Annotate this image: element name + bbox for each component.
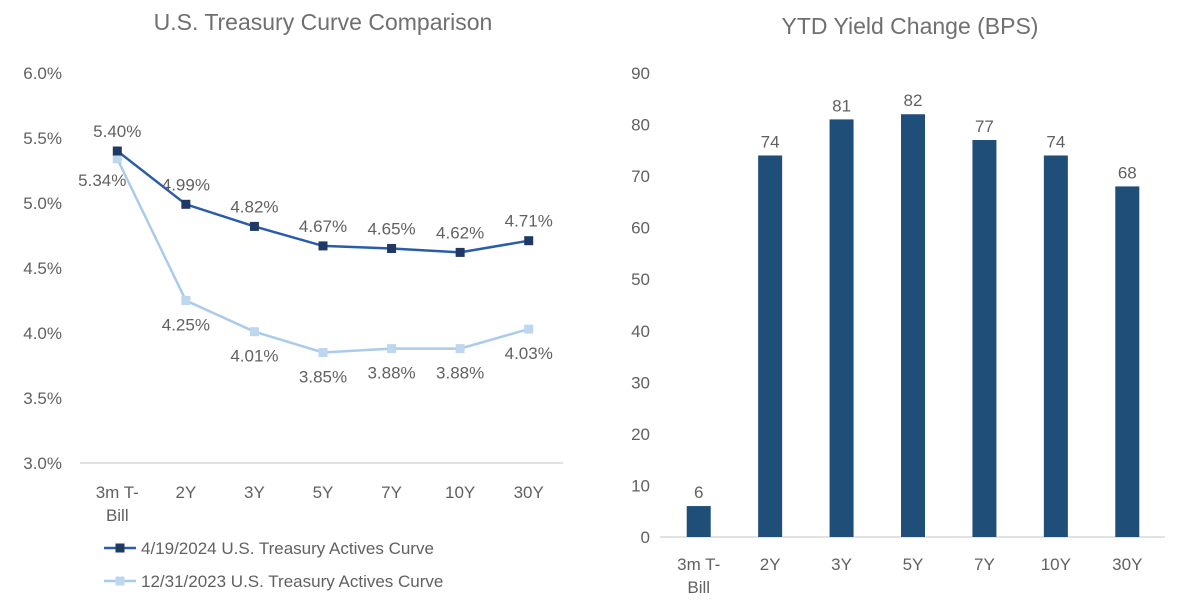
bar-value-label: 81 [832,96,851,115]
data-point-label: 4.67% [299,217,347,236]
legend-label: 12/31/2023 U.S. Treasury Actives Curve [141,572,443,591]
legend: 4/19/2024 U.S. Treasury Actives Curve 12/… [104,539,443,591]
y-tick-label: 3.5% [23,389,62,408]
x-category-label: 3Y [244,483,265,502]
data-point-label: 4.03% [505,344,553,363]
data-point-label: 4.65% [367,220,415,239]
legend-square-marker [115,543,125,553]
x-category-label: 3m T- [96,483,139,502]
series-marker [181,199,191,209]
series-marker [249,327,259,337]
y-tick-label: 20 [631,425,650,444]
y-tick-label: 30 [631,373,650,392]
series-marker [455,247,465,257]
data-point-label: 4.25% [162,316,210,335]
ytd-yield-change-plot-area: 0 10 20 30 40 50 60 70 80 90 6 74 81 82 77 74 68 3m T- Bil… [631,64,1165,597]
treasury-curve-chart: U.S. Treasury Curve Comparison 3.0% 3.5% 4… [23,9,563,591]
bar-value-label: 77 [975,117,994,136]
data-point-label: 4.82% [230,197,278,216]
bar-3m T-Bill [686,506,711,537]
bar-value-label: 74 [761,132,780,151]
bar-10Y [1043,155,1068,537]
ytd-yield-change-plot: YTD Yield Change (BPS) 0 10 20 30 40 50 60 70 80… [631,13,1165,597]
x-category-label: 5Y [903,555,924,574]
y-tick-label: 70 [631,167,650,186]
treasury-curve-plot-area: 3.0% 3.5% 4.0% 4.5% 5.0% 5.5% 6.0% 3m T- Bill 2Y 3… [23,64,563,591]
series-marker [455,344,465,354]
bar-7Y [972,140,997,537]
x-category-label: 7Y [381,483,402,502]
bar-value-label: 68 [1118,163,1137,182]
bar-2Y [758,155,783,537]
bar-30Y [1115,186,1140,537]
y-tick-label: 90 [631,64,650,83]
treasury-curve-chart-title: U.S. Treasury Curve Comparison [154,9,493,35]
bar-value-label: 6 [694,483,703,502]
data-point-label: 3.85% [299,368,347,387]
y-tick-label: 6.0% [23,64,62,83]
x-category-label: 30Y [514,483,544,502]
series-marker [318,241,328,251]
y-tick-label: 3.0% [23,454,62,473]
series-marker [524,236,534,246]
y-tick-label: 5.0% [23,194,62,213]
y-tick-label: 50 [631,270,650,289]
data-point-label: 4.01% [230,347,278,366]
series-marker [387,344,397,354]
y-tick-label: 5.5% [23,129,62,148]
x-category-label: 30Y [1112,555,1142,574]
ytd-yield-change-chart-title: YTD Yield Change (BPS) [782,13,1039,39]
x-category-label: 10Y [445,483,475,502]
x-category-label: Bill [106,506,129,525]
data-point-label: 5.34% [78,171,126,190]
x-category-label: 3Y [831,555,852,574]
y-tick-label: 0 [641,528,650,547]
legend-square-marker [115,576,125,586]
y-tick-label: 4.5% [23,259,62,278]
y-tick-label: 60 [631,219,650,238]
bar-3Y [829,119,854,538]
data-point-label: 4.99% [162,175,210,194]
data-point-label: 4.62% [436,223,484,242]
bar-value-label: 82 [904,91,923,110]
y-tick-label: 10 [631,476,650,495]
y-tick-label: 40 [631,322,650,341]
series-marker [112,146,122,156]
series-marker [318,348,328,357]
bar-5Y [901,114,925,537]
series-marker [387,244,397,253]
series-marker [112,154,122,164]
bar-value-label: 74 [1046,132,1065,151]
data-point-label: 3.88% [367,364,415,383]
x-category-label: 2Y [760,555,781,574]
series-marker [524,324,534,334]
x-category-label: 7Y [974,555,995,574]
ytd-yield-change-chart: YTD Yield Change (BPS) 0 10 20 30 40 50 60 70 80… [600,0,1200,600]
data-point-label: 5.40% [93,122,141,141]
treasury-curve-plot: U.S. Treasury Curve Comparison 3.0% 3.5% 4… [23,9,563,591]
data-point-label: 4.71% [505,212,553,231]
x-category-label: 2Y [175,483,196,502]
x-category-label: Bill [687,578,710,597]
y-tick-label: 80 [631,116,650,135]
x-category-label: 10Y [1041,555,1071,574]
y-tick-label: 4.0% [23,324,62,343]
x-category-label: 5Y [313,483,334,502]
data-point-label: 3.88% [436,364,484,383]
x-category-label: 3m T- [677,555,720,574]
legend-label: 4/19/2024 U.S. Treasury Actives Curve [141,539,434,558]
series-marker [181,296,191,305]
series-marker [249,221,259,231]
